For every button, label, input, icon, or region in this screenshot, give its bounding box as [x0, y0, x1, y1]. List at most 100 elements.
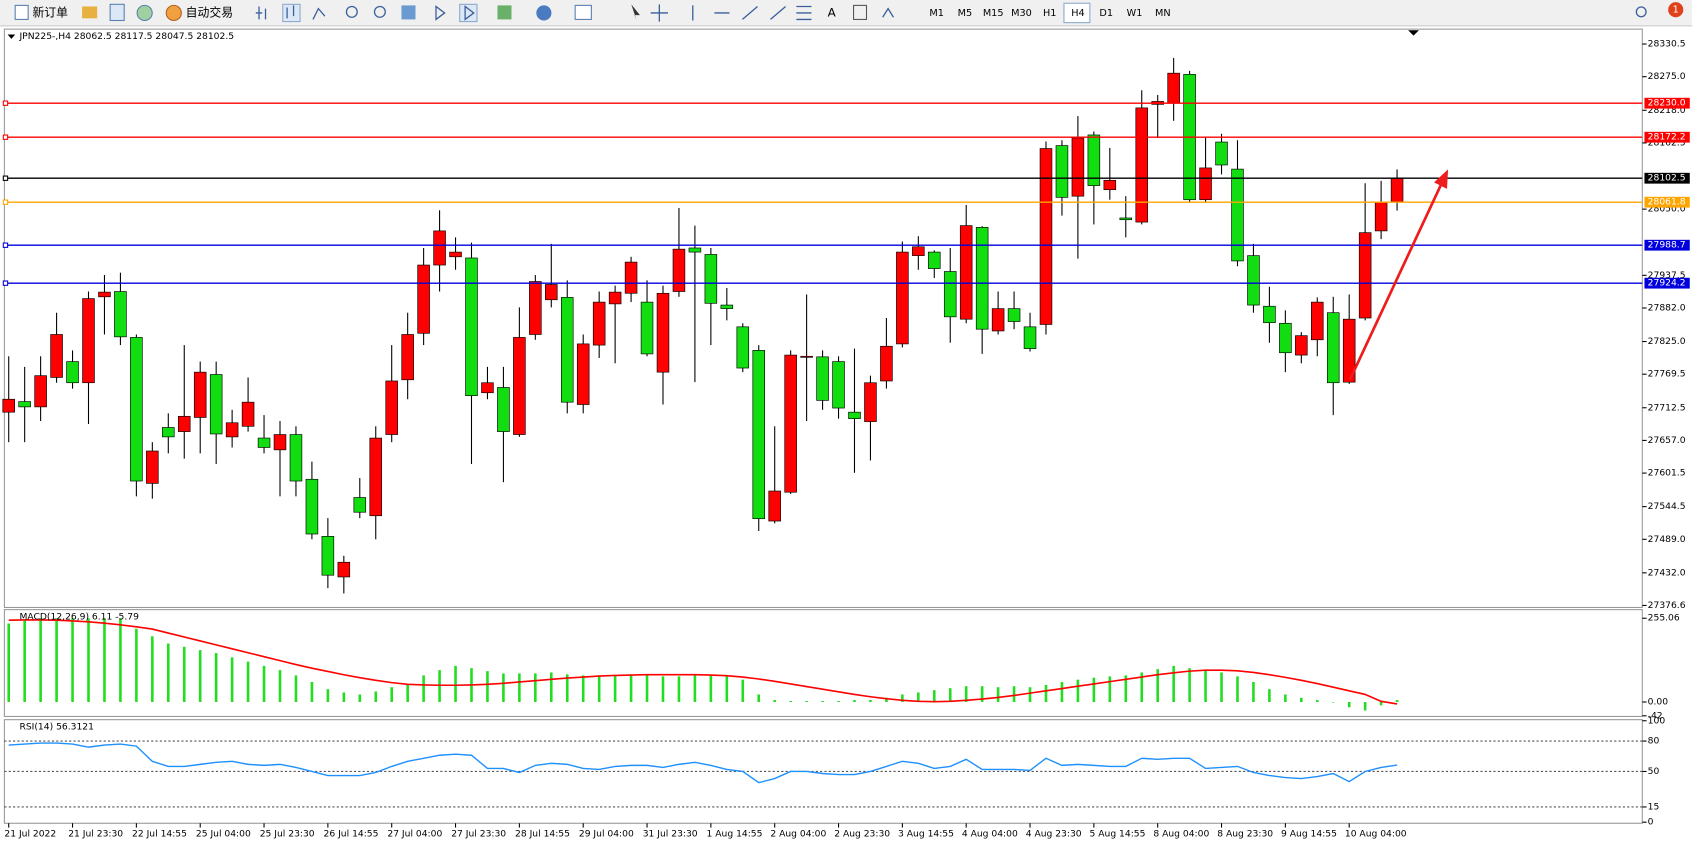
timeframe-button[interactable]: M15 [983, 8, 1004, 19]
auto-trading-button[interactable]: 自动交易 [165, 4, 233, 22]
x-tick-label: 2 Aug 04:00 [770, 829, 826, 840]
histogram-bar [1331, 701, 1335, 703]
level-tag [1644, 97, 1690, 109]
candle-body [1215, 141, 1228, 166]
level-handle [2, 134, 9, 140]
icon[interactable] [631, 4, 640, 21]
histogram-bar [390, 687, 394, 702]
x-tick-label: 31 Jul 23:30 [643, 829, 698, 840]
candle-body [1326, 312, 1340, 384]
y-tick-label: 28162.5 [1648, 137, 1686, 148]
timeframe-button[interactable]: D1 [1099, 8, 1113, 19]
y-tick-label: 27769.5 [1648, 369, 1686, 380]
histogram-bar [901, 694, 904, 702]
y-tick-label: 0.00 [1648, 696, 1669, 707]
icon[interactable] [574, 4, 592, 20]
histogram-bar [1092, 677, 1096, 702]
histogram-bar [917, 692, 920, 702]
candle-body [560, 297, 574, 403]
candle-body [832, 361, 845, 409]
y-tick-label: 28218.0 [1648, 105, 1686, 116]
y-tick-label: 100 [1648, 715, 1666, 726]
icon[interactable] [497, 5, 512, 20]
candle-body [417, 264, 430, 334]
icon[interactable] [373, 5, 386, 18]
histogram-bar [565, 674, 569, 702]
histogram-bar [518, 673, 521, 702]
histogram-bar [1060, 681, 1064, 702]
icon[interactable] [255, 6, 267, 20]
panel-title: MACD(12,26,9) 6.11 -5.79 [20, 612, 140, 623]
icon[interactable] [650, 4, 668, 22]
candle-body [1390, 177, 1404, 203]
candle-body [912, 246, 925, 256]
histogram-bar [948, 688, 952, 702]
histogram-bar [1236, 676, 1239, 702]
y-tick-label: 0 [1648, 817, 1654, 828]
icon[interactable] [82, 6, 98, 19]
y-tick-label: 27489.0 [1648, 534, 1686, 545]
icon[interactable] [312, 7, 326, 20]
icon[interactable] [459, 3, 478, 23]
timeframe-button[interactable]: W1 [1127, 8, 1143, 19]
candle-body [305, 478, 319, 535]
histogram-bar [661, 676, 665, 702]
level-label: 28172.2 [1648, 132, 1686, 143]
candle-body [66, 361, 79, 384]
icon[interactable] [536, 5, 552, 21]
timeframe-button[interactable]: H1 [1043, 8, 1056, 19]
candle-body [273, 434, 287, 451]
histogram-bar [837, 701, 840, 702]
icon[interactable] [286, 5, 295, 19]
histogram-bar [549, 672, 553, 702]
histogram-bar [613, 675, 617, 702]
new-order-button[interactable]: 新订单 [14, 4, 68, 20]
histogram-bar [1172, 665, 1175, 702]
icon[interactable] [136, 4, 153, 22]
candle-body [864, 382, 877, 422]
candle-body [991, 308, 1005, 332]
price-panel [3, 28, 1643, 609]
histogram-bar [342, 692, 346, 702]
icon[interactable] [109, 3, 125, 22]
y-tick-label: 27376.6 [1648, 600, 1686, 611]
icon[interactable] [882, 7, 895, 18]
histogram-bar [725, 676, 729, 702]
candle-body [1199, 167, 1212, 201]
timeframe-button[interactable]: M5 [958, 8, 973, 19]
timeframe-button[interactable]: M1 [929, 8, 944, 19]
candle-body [481, 382, 494, 394]
candle-body [688, 247, 702, 253]
timeframe-button[interactable]: MN [1155, 8, 1171, 19]
histogram-bar [645, 675, 649, 702]
notification-badge[interactable] [1668, 2, 1684, 18]
candle-body [1135, 107, 1148, 223]
icon[interactable] [401, 5, 416, 20]
icon[interactable] [435, 5, 446, 21]
icon[interactable] [282, 3, 301, 23]
timeframe-button[interactable]: H4 [1071, 8, 1084, 19]
histogram-bar [773, 700, 776, 702]
annotation-arrow [1348, 182, 1443, 381]
shift-marker [1408, 30, 1419, 36]
histogram-bar [709, 675, 713, 702]
toolbar-icons[interactable]: A [255, 3, 895, 23]
icon [165, 4, 182, 22]
icon[interactable] [692, 5, 812, 21]
histogram-bar [853, 700, 856, 702]
search-icon[interactable] [1635, 6, 1647, 18]
icon[interactable] [853, 4, 868, 20]
toolbar-bg [0, 0, 1692, 26]
icon[interactable] [345, 5, 358, 18]
y-tick-label: 27712.5 [1648, 402, 1686, 413]
candle-body [497, 387, 510, 432]
histogram-bar [1012, 686, 1016, 702]
toolbar: 新订单 自动交易 A [0, 0, 1692, 27]
timeframe-button[interactable]: M30 [1011, 8, 1032, 19]
histogram-bar [1395, 700, 1399, 702]
icon[interactable] [464, 5, 475, 21]
candle-body [1279, 322, 1292, 354]
text-tool[interactable]: A [828, 5, 837, 19]
candle-body [1071, 137, 1085, 197]
